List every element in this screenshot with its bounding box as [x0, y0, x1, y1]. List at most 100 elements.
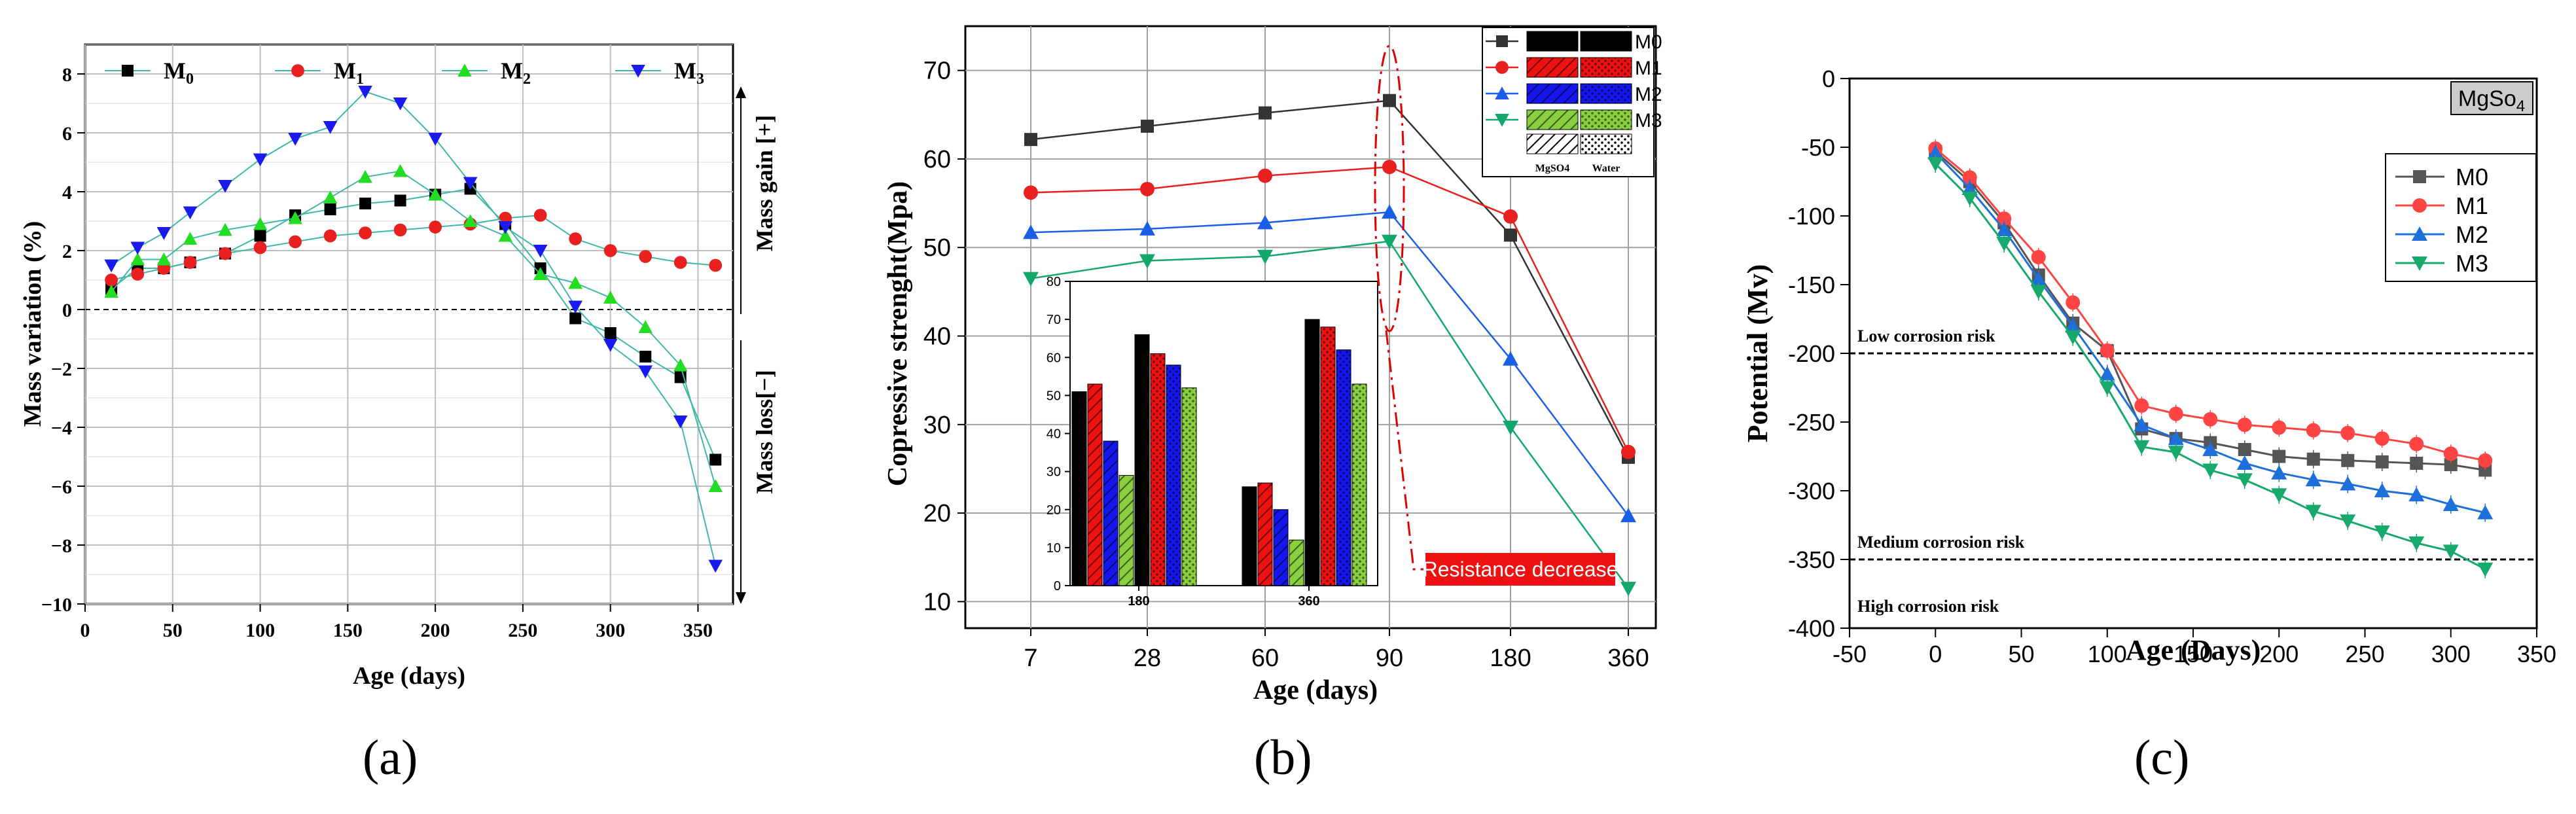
data-point — [1139, 254, 1155, 269]
x-tick-label: 200 — [2259, 641, 2299, 667]
data-point — [358, 86, 372, 99]
inset-x-tick-label: 180 — [1128, 594, 1149, 609]
data-point — [569, 312, 582, 325]
legend-label: M0 — [2456, 164, 2488, 190]
legend-marker — [1496, 35, 1508, 47]
data-point — [2099, 366, 2115, 381]
y-tick-label: -50 — [1801, 134, 1835, 161]
data-point — [393, 223, 407, 237]
x-tick-label: 350 — [2517, 641, 2556, 667]
data-point — [2237, 417, 2252, 433]
data-point — [2168, 406, 2183, 421]
y-tick-label: −8 — [51, 535, 72, 557]
inset-y-tick-label: 20 — [1046, 503, 1061, 518]
y-tick-label: -300 — [1788, 478, 1835, 504]
x-tick-label: 0 — [80, 620, 90, 641]
data-point — [2408, 487, 2425, 502]
y-tick-label: 20 — [923, 500, 951, 527]
series-m2 — [1023, 204, 1636, 523]
data-point — [673, 256, 687, 269]
legend-marker — [1495, 61, 1509, 74]
data-point — [1257, 215, 1273, 230]
data-point — [1141, 119, 1154, 133]
legend-label: M3 — [674, 58, 704, 88]
x-tick-label: 100 — [2088, 641, 2127, 667]
x-tick-label: 300 — [2431, 641, 2471, 667]
data-point — [2238, 443, 2251, 456]
data-point — [359, 198, 372, 209]
panel-c-x-axis-label: Age (Days) — [2126, 634, 2261, 666]
panel-a-chart: −10 −8 −6 −4 −2 0 2 4 6 8 0 50 100 150 200 250 300 350 M0… — [19, 43, 778, 690]
inset-bar-pattern — [1274, 509, 1288, 586]
legend-label: M1 — [334, 58, 364, 88]
panel-c-thresholds: Low corrosion risk Medium corrosion risk H… — [1850, 327, 2537, 616]
legend-marker — [122, 65, 134, 77]
series-m3 — [104, 86, 723, 573]
data-point — [253, 217, 268, 230]
panel-b-y-axis-label: Copressive strenght(Mpa) — [883, 181, 913, 486]
x-tick-label: 350 — [683, 620, 713, 641]
series-m3 — [1023, 234, 1636, 597]
inset-x-tick-label: 360 — [1298, 594, 1319, 609]
x-tick-label: -50 — [1833, 641, 1867, 667]
data-point — [2443, 446, 2458, 461]
panel-a-grid — [84, 44, 733, 605]
y-tick-label: 10 — [923, 588, 951, 616]
panel-b-series — [1023, 94, 1636, 597]
data-point — [2272, 450, 2286, 463]
data-point — [709, 258, 723, 272]
legend-box — [2385, 153, 2537, 282]
data-point — [1620, 582, 1636, 597]
data-point — [1927, 157, 1944, 172]
data-point — [393, 97, 408, 111]
data-point — [104, 259, 118, 273]
data-point — [2409, 436, 2424, 451]
series-m0 — [105, 183, 722, 466]
inset-y-tick-label: 60 — [1046, 351, 1061, 365]
data-point — [219, 247, 232, 260]
inset-y-tick-label: 0 — [1054, 579, 1061, 593]
panel-c-title: MgSo4 — [2458, 86, 2525, 115]
data-point — [2374, 483, 2390, 497]
data-point — [2410, 457, 2424, 470]
series-line — [111, 90, 717, 566]
inset-y-tick-label: 70 — [1046, 313, 1061, 327]
legend-hatch-mgso4-label: MgSO4 — [1535, 163, 1569, 174]
y-tick-label: 30 — [923, 412, 951, 439]
y-tick-label: 0 — [1822, 65, 1835, 92]
data-point — [1139, 221, 1155, 236]
legend-hatch-mgso4 — [1526, 133, 1579, 154]
data-point — [533, 267, 548, 280]
legend-marker — [631, 65, 645, 78]
data-point — [2408, 536, 2425, 551]
data-point — [638, 365, 653, 379]
mass-gain-label: Mass gain [+] — [751, 115, 778, 252]
data-point — [428, 187, 442, 201]
data-point — [253, 241, 267, 255]
inset-bar-pattern — [1289, 540, 1304, 586]
legend-marker — [291, 64, 304, 77]
legend-marker — [2412, 198, 2427, 213]
legend-marker — [457, 63, 472, 77]
data-point — [568, 300, 582, 314]
y-tick-label: -400 — [1788, 615, 1835, 642]
data-point — [2030, 285, 2047, 300]
data-point — [2236, 455, 2253, 470]
data-point — [1620, 508, 1636, 523]
inset-bar-pattern — [1242, 486, 1257, 586]
data-point — [1503, 420, 1518, 435]
data-point — [2168, 431, 2184, 446]
data-point — [1997, 211, 2012, 226]
legend-label: M1 — [1635, 58, 1662, 79]
data-point — [1503, 351, 1518, 366]
resistance-decrease-box — [1425, 553, 1615, 586]
data-point — [130, 241, 145, 255]
data-point — [2134, 440, 2150, 455]
data-point — [498, 228, 512, 242]
legend-swatch-mgso4-pattern — [1527, 31, 1578, 51]
legend-swatch-mgso4-pattern — [1527, 58, 1578, 77]
y-tick-label: 2 — [62, 241, 72, 262]
series-m2 — [104, 164, 723, 492]
